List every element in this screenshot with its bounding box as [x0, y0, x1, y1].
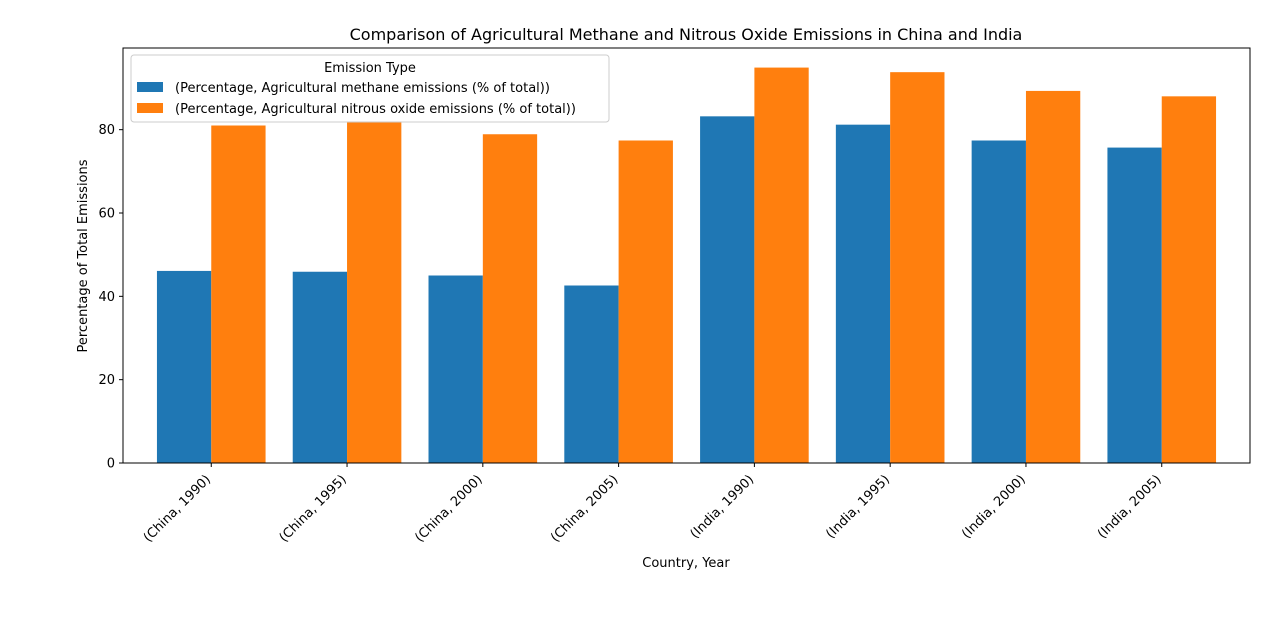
- bar-nitrous-oxide-5: [890, 72, 945, 464]
- bar-nitrous-oxide-7: [1161, 96, 1217, 463]
- y-tick-label-3: 60: [98, 207, 115, 222]
- bar-methane-7: [1107, 147, 1162, 463]
- x-tick-label-0: (China, 1990): [141, 472, 214, 545]
- x-axis-label: Country, Year: [642, 556, 730, 571]
- bar-methane-2: [428, 275, 483, 463]
- x-tick-label-3: (China, 2005): [548, 472, 621, 545]
- y-tick-label-1: 20: [98, 373, 115, 388]
- x-tick-label-6: (India, 2000): [959, 472, 1029, 542]
- plot-frame: [122, 47, 1251, 464]
- bar-nitrous-oxide-3: [618, 140, 673, 463]
- bar-methane-4: [700, 116, 755, 463]
- x-tick-label-1: (China, 1995): [277, 472, 350, 545]
- x-tick-label-7: (India, 2005): [1095, 472, 1165, 542]
- bar-nitrous-oxide-0: [211, 125, 266, 463]
- bar-nitrous-oxide-6: [1025, 90, 1081, 464]
- bar-methane-6: [971, 140, 1026, 463]
- legend-title: Emission Type: [324, 61, 416, 76]
- bar-methane-5: [835, 124, 891, 464]
- legend-swatch-methane: [137, 82, 163, 92]
- legend-swatch-nitrous-oxide: [137, 103, 163, 113]
- bar-nitrous-oxide-1: [347, 121, 402, 463]
- legend-label-nitrous-oxide: (Percentage, Agricultural nitrous oxide …: [175, 102, 576, 117]
- y-tick-label-0: 0: [107, 457, 115, 472]
- y-tick-label-2: 40: [98, 290, 115, 305]
- legend-label-methane: (Percentage, Agricultural methane emissi…: [175, 81, 550, 96]
- bar-nitrous-oxide-2: [482, 134, 538, 463]
- y-axis-label: Percentage of Total Emissions: [76, 159, 91, 352]
- x-tick-label-5: (India, 1995): [823, 472, 893, 542]
- bar-nitrous-oxide-4: [754, 67, 809, 463]
- chart-title: Comparison of Agricultural Methane and N…: [350, 25, 1023, 44]
- bar-methane-3: [564, 285, 619, 463]
- legend: Emission Type (Percentage, Agricultural …: [130, 54, 610, 123]
- legend-box: [130, 54, 610, 123]
- plot-area: 0 20 40 60 80 (China, 1990) (China, 1995) (Chin…: [98, 47, 1251, 546]
- x-tick-label-4: (India, 1990): [688, 472, 758, 542]
- y-tick-label-4: 80: [98, 123, 115, 138]
- bar-methane-0: [156, 270, 212, 463]
- bar-methane-1: [292, 271, 348, 463]
- x-tick-label-2: (China, 2000): [412, 472, 485, 545]
